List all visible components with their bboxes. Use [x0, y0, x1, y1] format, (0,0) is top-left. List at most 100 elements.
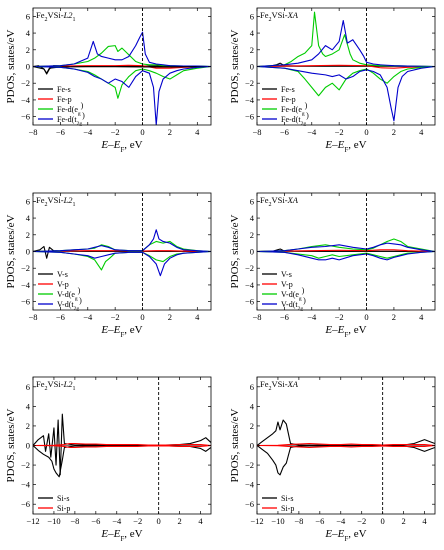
y-tick-label: 0 — [26, 62, 30, 72]
y-axis-label: PDOS, states/eV — [5, 408, 17, 482]
legend-entry: Fe-d(eg) — [281, 101, 308, 118]
series-line-1 — [257, 419, 435, 446]
x-tick-label: 2 — [168, 312, 172, 322]
panel-title: Fe2VSi-XA — [260, 195, 299, 208]
x-tick-label: 4 — [195, 312, 200, 322]
panel-title: Fe2VSi-L21 — [36, 10, 76, 23]
x-tick-label: 0 — [364, 127, 368, 137]
series-line-6 — [33, 250, 211, 277]
y-tick-label: −6 — [21, 297, 30, 307]
x-tick-label: −12 — [250, 516, 263, 526]
y-tick-label: −4 — [21, 480, 31, 490]
x-tick-label: −6 — [315, 516, 324, 526]
panel-title: Fe2VSi-XA — [260, 379, 299, 392]
y-tick-label: 4 — [26, 213, 31, 223]
y-tick-label: 2 — [26, 45, 30, 55]
legend-entry: V-s — [281, 270, 292, 279]
y-tick-label: 4 — [26, 401, 31, 411]
y-axis-label: PDOS, states/eV — [229, 214, 241, 288]
panel-title: Fe2VSi-L21 — [36, 379, 76, 392]
y-tick-label: −4 — [245, 95, 255, 105]
x-tick-label: 4 — [198, 516, 203, 526]
y-tick-label: −4 — [21, 280, 31, 290]
x-axis-label: E–EF, eV — [324, 528, 366, 543]
series-line-6 — [257, 250, 435, 261]
x-tick-label: −8 — [70, 516, 79, 526]
legend: V-sV-pV-d(eg)V-d(t2g) — [38, 270, 82, 312]
x-tick-label: 0 — [140, 312, 144, 322]
y-tick-label: 6 — [250, 196, 254, 206]
x-tick-label: 2 — [392, 127, 396, 137]
series-line-3 — [257, 442, 435, 447]
series-line-2 — [257, 445, 435, 476]
series-line-7 — [33, 65, 211, 125]
y-tick-label: −6 — [21, 112, 30, 122]
x-tick-label: −6 — [91, 516, 100, 526]
x-tick-label: 4 — [419, 127, 424, 137]
x-tick-label: −2 — [357, 516, 366, 526]
x-tick-label: −4 — [307, 312, 317, 322]
x-tick-label: 4 — [419, 312, 424, 322]
y-tick-label: 2 — [26, 230, 30, 240]
y-tick-label: −2 — [245, 78, 254, 88]
y-tick-label: 0 — [250, 247, 254, 257]
x-tick-label: −2 — [335, 127, 344, 137]
y-tick-label: −6 — [245, 297, 254, 307]
x-tick-label: −4 — [83, 127, 93, 137]
y-axis-label: PDOS, states/eV — [229, 408, 241, 482]
legend-entry: Fe-p — [281, 95, 296, 104]
y-tick-label: 0 — [250, 62, 254, 72]
y-tick-label: −4 — [245, 280, 255, 290]
y-tick-label: −6 — [245, 112, 254, 122]
y-tick-label: 2 — [26, 421, 30, 431]
x-tick-label: 0 — [364, 312, 368, 322]
legend-entry: Fe-d(eg) — [57, 101, 84, 118]
y-tick-label: 4 — [250, 401, 255, 411]
x-tick-label: 2 — [401, 516, 405, 526]
legend-entry: Fe-p — [57, 95, 72, 104]
x-axis-label: E–EF, eV — [100, 324, 142, 339]
x-tick-label: −12 — [26, 516, 39, 526]
x-tick-label: −4 — [307, 127, 317, 137]
series-line-5 — [257, 250, 435, 259]
series-line-4 — [33, 31, 211, 68]
series-line-5 — [257, 65, 435, 97]
x-tick-label: −8 — [28, 127, 37, 137]
x-tick-label: −6 — [56, 127, 65, 137]
x-tick-label: 2 — [392, 312, 396, 322]
y-tick-label: −2 — [245, 460, 254, 470]
x-tick-label: −2 — [111, 127, 120, 137]
x-axis-label: E–EF, eV — [324, 324, 366, 339]
y-tick-label: 2 — [250, 230, 254, 240]
legend: Si-sSi-p — [38, 494, 70, 513]
series-line-6 — [33, 65, 211, 99]
legend-entry: V-p — [57, 280, 69, 289]
legend-entry: V-s — [57, 270, 68, 279]
x-tick-label: 2 — [168, 127, 172, 137]
legend-entry: V-d(t2g) — [57, 296, 82, 313]
x-tick-label: −10 — [47, 516, 60, 526]
x-tick-label: 4 — [422, 516, 427, 526]
y-tick-label: 0 — [250, 441, 254, 451]
y-tick-label: −2 — [21, 263, 30, 273]
y-tick-label: 0 — [26, 247, 30, 257]
y-axis-label: PDOS, states/eV — [229, 29, 241, 103]
x-tick-label: −4 — [112, 516, 122, 526]
y-axis-label: PDOS, states/eV — [5, 29, 17, 103]
y-tick-label: 6 — [250, 11, 254, 21]
legend: V-sV-pV-d(eg)V-d(t2g) — [262, 270, 306, 312]
y-tick-label: 6 — [26, 382, 30, 392]
legend: Fe-sFe-pFe-d(eg)Fe-d(t2g) — [38, 85, 85, 127]
x-tick-label: 4 — [195, 127, 200, 137]
x-tick-label: −8 — [294, 516, 303, 526]
y-tick-label: 2 — [250, 45, 254, 55]
series-line-5 — [33, 65, 211, 74]
y-tick-label: −6 — [245, 499, 254, 509]
x-tick-label: −6 — [280, 312, 289, 322]
x-tick-label: −4 — [336, 516, 346, 526]
panel-title: Fe2VSi-L21 — [36, 195, 76, 208]
y-tick-label: 2 — [250, 421, 254, 431]
x-tick-label: 0 — [157, 516, 161, 526]
